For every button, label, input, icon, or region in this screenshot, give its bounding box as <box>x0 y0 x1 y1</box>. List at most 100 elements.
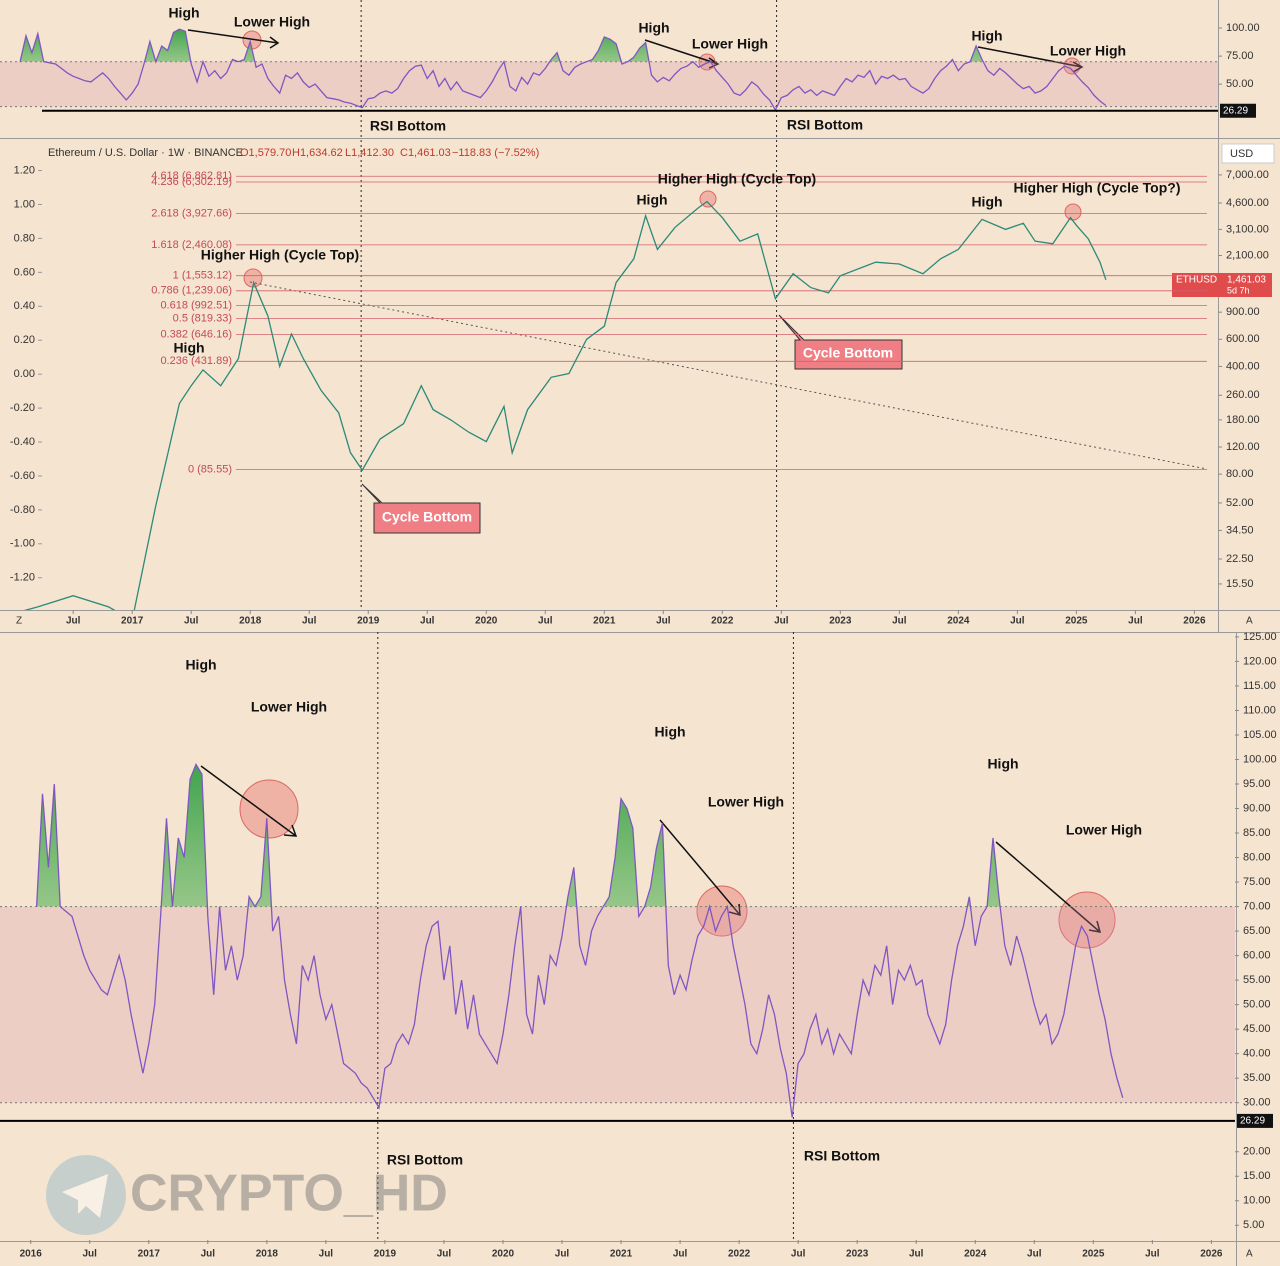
overbought-band <box>0 61 1218 107</box>
annotation: Lower High <box>234 14 310 30</box>
fib-label: 0.382 (646.16) <box>160 328 232 340</box>
x-tick-label: Jul <box>1128 616 1143 627</box>
annotation: High <box>173 340 204 356</box>
hline-label: 26.29 <box>1240 1116 1265 1127</box>
y-tick-label: 80.00 <box>1243 851 1271 863</box>
x-tick-label: 2019 <box>374 1249 397 1260</box>
y-tick-label: 85.00 <box>1243 827 1271 839</box>
y-tick-label: 260.00 <box>1226 389 1260 401</box>
x-tick-label: 2018 <box>239 616 262 627</box>
x-tick-label: 2020 <box>492 1249 515 1260</box>
y2-tick-label: 0.20 <box>14 334 35 346</box>
hline-label: 26.29 <box>1223 105 1248 116</box>
y-tick-label: 900.00 <box>1226 306 1260 318</box>
y-tick-label: 70.00 <box>1243 900 1271 912</box>
x-tick-label: 2022 <box>711 616 734 627</box>
highlight-circle <box>239 779 299 839</box>
y-tick-label: 60.00 <box>1243 950 1271 962</box>
fib-label: 0.5 (819.33) <box>173 312 232 324</box>
y-tick-label: 75.00 <box>1226 50 1254 62</box>
y-tick-label: 45.00 <box>1243 1023 1271 1035</box>
series-line <box>19 28 1107 112</box>
y2-tick-label: 0.00 <box>14 368 35 380</box>
y-tick-label: 110.00 <box>1243 704 1276 716</box>
watermark-icon <box>46 1155 126 1235</box>
x-tick-label: 2017 <box>138 1249 161 1260</box>
annotation: High <box>971 194 1002 210</box>
annotation: Lower High <box>1066 822 1142 838</box>
annotation: RSI Bottom <box>804 1148 880 1164</box>
x-tick-label: 2019 <box>357 616 380 627</box>
annotation: High <box>168 5 199 21</box>
price-tag <box>1172 273 1272 297</box>
callout-box <box>778 314 903 370</box>
corner-left: Z <box>16 616 22 627</box>
fib-label: 0.618 (992.51) <box>160 300 232 312</box>
annotation: Higher High (Cycle Top?) <box>1014 180 1181 196</box>
x-tick-label: 2026 <box>1200 1249 1223 1260</box>
corner-right: A <box>1246 1249 1253 1260</box>
y-tick-label: 15.00 <box>1243 1170 1271 1182</box>
y-tick-label: 180.00 <box>1226 414 1260 426</box>
series-line <box>23 200 1107 610</box>
y2-tick-label: -1.00 <box>10 538 35 550</box>
annotation: RSI Bottom <box>387 1152 463 1168</box>
y-tick-label: 50.00 <box>1226 78 1254 90</box>
annotation: Lower High <box>251 699 327 715</box>
annotation: Cycle Bottom <box>803 345 893 361</box>
hline-tag <box>1220 103 1256 118</box>
ohlc-value: −118.83 (−7.52%) <box>452 147 539 159</box>
y-tick-label: 100.00 <box>1226 22 1260 34</box>
arrow <box>644 39 720 69</box>
y-tick-label: 120.00 <box>1226 441 1260 453</box>
y-tick-label: 22.50 <box>1226 553 1254 565</box>
ohlc-value: O1,579.70 <box>240 147 291 159</box>
y-tick-label: 95.00 <box>1243 778 1271 790</box>
ohlc-value: H1,634.62 <box>292 147 343 159</box>
x-tick-label: 2022 <box>728 1249 751 1260</box>
y-tick-label: 400.00 <box>1226 360 1260 372</box>
y2-tick-label: 0.80 <box>14 232 35 244</box>
x-tick-label: Jul <box>184 616 199 627</box>
x-tick-label: 2023 <box>846 1249 869 1260</box>
x-tick-label: 2017 <box>121 616 144 627</box>
x-tick-label: Jul <box>319 1249 334 1260</box>
x-tick-label: Jul <box>83 1249 98 1260</box>
arrow <box>659 819 741 917</box>
y-tick-label: 5.00 <box>1243 1219 1264 1231</box>
x-tick-label: 2023 <box>829 616 852 627</box>
price-tag-countdown: 5d 7h <box>1227 285 1250 295</box>
y-tick-label: 20.00 <box>1243 1146 1271 1158</box>
x-tick-label: Jul <box>538 616 553 627</box>
y-tick-label: 65.00 <box>1243 925 1271 937</box>
annotation: Lower High <box>1050 43 1126 59</box>
y-tick-label: 52.00 <box>1226 497 1254 509</box>
fib-label: 0.786 (1,239.06) <box>151 285 232 297</box>
corner-right: A <box>1246 616 1253 627</box>
x-tick-label: 2026 <box>1183 616 1206 627</box>
annotation: RSI Bottom <box>370 118 446 134</box>
arrow <box>200 765 298 837</box>
currency-label: USD <box>1230 148 1253 160</box>
y2-tick-label: -0.40 <box>10 436 35 448</box>
x-tick-label: Jul <box>555 1249 570 1260</box>
fib-label: 4.236 (6,302.19) <box>151 176 232 188</box>
x-tick-label: Jul <box>437 1249 452 1260</box>
x-tick-label: 2016 <box>20 1249 43 1260</box>
x-tick-label: 2025 <box>1065 616 1088 627</box>
x-tick-label: 2021 <box>593 616 616 627</box>
annotation: RSI Bottom <box>787 117 863 133</box>
price-tag-symbol: ETHUSD <box>1176 275 1217 286</box>
icon-plane <box>62 1174 108 1218</box>
x-tick-label: Jul <box>1010 616 1025 627</box>
x-tick-label: Jul <box>892 616 907 627</box>
currency-button[interactable] <box>1221 143 1275 164</box>
callout-box <box>361 483 481 534</box>
y2-tick-label: -0.20 <box>10 402 35 414</box>
y2-tick-label: -1.20 <box>10 572 35 584</box>
y-tick-label: 90.00 <box>1243 802 1271 814</box>
drawings <box>239 30 1116 949</box>
y-tick-label: 120.00 <box>1243 655 1277 667</box>
